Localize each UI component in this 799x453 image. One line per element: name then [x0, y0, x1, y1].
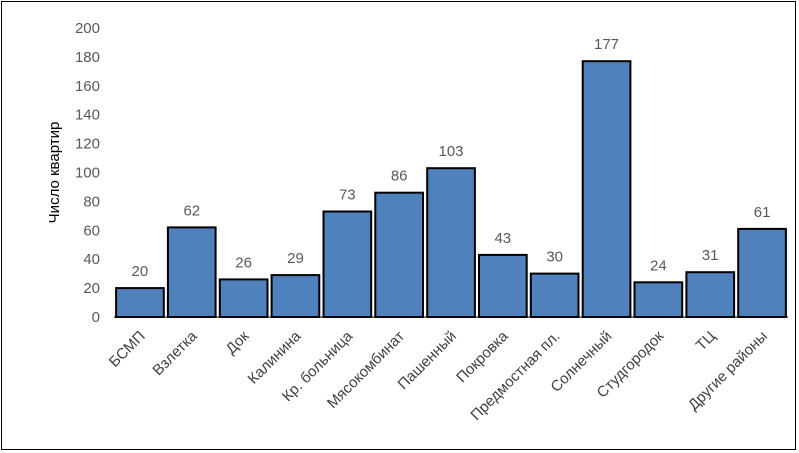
y-tick-label: 40 — [83, 251, 100, 268]
y-tick-label: 140 — [75, 107, 100, 124]
bar — [374, 191, 424, 318]
x-tick-label: Взлетка — [149, 327, 201, 379]
data-label: 43 — [494, 230, 511, 247]
bar — [737, 227, 787, 318]
data-label: 30 — [546, 249, 563, 266]
data-label: 103 — [438, 143, 463, 160]
y-tick-label: 160 — [75, 78, 100, 95]
y-tick-label: 100 — [75, 165, 100, 182]
y-tick-label: 20 — [83, 280, 100, 297]
data-label: 62 — [183, 202, 200, 219]
bar — [478, 253, 528, 318]
y-tick-label: 0 — [92, 309, 100, 326]
data-label: 29 — [287, 250, 304, 267]
bar — [270, 274, 321, 319]
data-label: 61 — [754, 204, 771, 221]
bar-layer — [115, 60, 787, 319]
data-label: 86 — [391, 168, 408, 185]
data-label: 31 — [702, 247, 719, 264]
y-tick-label: 180 — [75, 49, 100, 66]
x-tick-label: Предмостная пл. — [467, 328, 563, 424]
bar — [218, 278, 269, 318]
y-tick-label: 200 — [75, 20, 100, 37]
data-label: 177 — [594, 36, 619, 53]
bar — [115, 287, 165, 319]
data-label: 26 — [235, 254, 252, 271]
x-tick-label: ТЦ — [693, 328, 719, 354]
y-tick-label: 80 — [83, 193, 100, 210]
data-label: 20 — [132, 263, 149, 280]
y-axis-label: Число квартир — [46, 122, 63, 224]
data-label: 73 — [339, 187, 356, 204]
bar — [426, 167, 476, 318]
x-tick-label: БСМП — [106, 328, 149, 371]
y-tick-label: 60 — [83, 222, 100, 239]
bar — [581, 60, 632, 319]
bar — [322, 210, 373, 318]
bar — [633, 281, 684, 318]
y-tick-label: 120 — [75, 136, 100, 153]
x-tick-label: Док — [223, 327, 253, 357]
data-label: 24 — [650, 257, 667, 274]
bar — [685, 271, 736, 319]
bar — [166, 226, 217, 318]
bar — [529, 272, 580, 319]
